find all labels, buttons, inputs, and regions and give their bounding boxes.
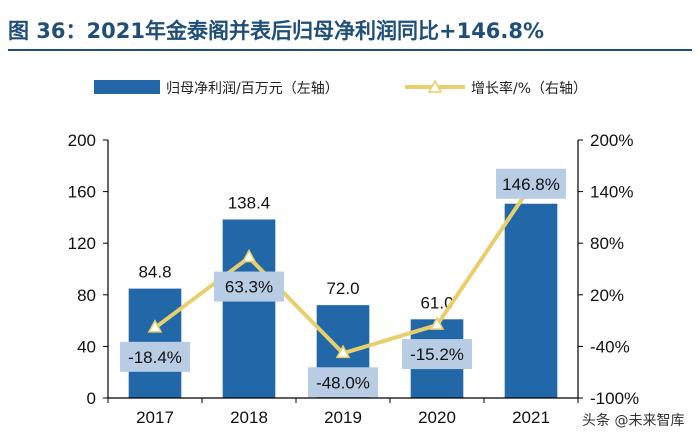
x-tick-label: 2019 (324, 408, 362, 427)
watermark: 头条 @未来智库 (582, 412, 684, 429)
legend-triangle-icon (427, 79, 443, 93)
legend-line-label: 增长率/%（右轴） (471, 80, 587, 97)
x-tick-label: 2020 (418, 408, 456, 427)
growth-label-box (214, 271, 284, 302)
growth-value-label: -48.0% (316, 373, 370, 392)
bar-value-label: 84.8 (138, 263, 171, 282)
y-right-tick-label: 200% (590, 131, 633, 150)
y-right-tick-label: -40% (590, 337, 630, 356)
axes: 0 -100% 40 -40% 80 20% 120 80% 160 140% 200 200% 201… (68, 131, 640, 427)
y-right-tick-label: -100% (590, 389, 639, 408)
growth-value-label: -15.2% (410, 345, 464, 364)
x-tick-label: 2017 (136, 408, 174, 427)
bar-value-label: 138.4 (228, 193, 271, 212)
growth-label-box (402, 339, 472, 370)
growth-labels: -18.4% 63.3% -48.0% -15.2% 146.8% (120, 168, 566, 398)
growth-label-box (120, 341, 190, 372)
growth-value-label: 146.8% (502, 175, 560, 194)
y-left-tick-label: 80 (77, 286, 96, 305)
bar (504, 203, 558, 398)
growth-value-label: -18.4% (128, 348, 182, 367)
y-left-tick-label: 200 (68, 131, 96, 150)
y-left-tick-label: 0 (87, 389, 96, 408)
growth-point-marker (335, 344, 351, 359)
growth-point-marker (241, 248, 257, 263)
y-left-tick-label: 160 (68, 183, 96, 202)
y-right-tick-label: 80% (590, 234, 624, 253)
growth-value-label: 63.3% (225, 278, 273, 297)
growth-point-marker (147, 319, 163, 333)
bar-value-label: 72.0 (326, 279, 359, 298)
x-tick-label: 2018 (230, 408, 268, 427)
legend-bar-label: 归母净利润/百万元（左轴） (166, 80, 339, 97)
bar (222, 219, 276, 398)
growth-label-box (308, 367, 378, 398)
bar-value-label: 61.0 (420, 293, 453, 312)
growth-label-box (496, 168, 566, 199)
chart-title: 图 36：2021年金泰阁并表后归母净利润同比+146.8% (8, 19, 544, 43)
y-left-tick-label: 40 (77, 337, 96, 356)
legend: 归母净利润/百万元（左轴） 增长率/%（右轴） (94, 79, 587, 97)
y-left-tick-label: 120 (68, 234, 96, 253)
x-tick-label: 2021 (512, 408, 550, 427)
y-right-tick-label: 140% (590, 183, 633, 202)
legend-bar-swatch (94, 80, 160, 94)
y-right-tick-label: 20% (590, 286, 624, 305)
growth-point-marker (429, 316, 445, 330)
